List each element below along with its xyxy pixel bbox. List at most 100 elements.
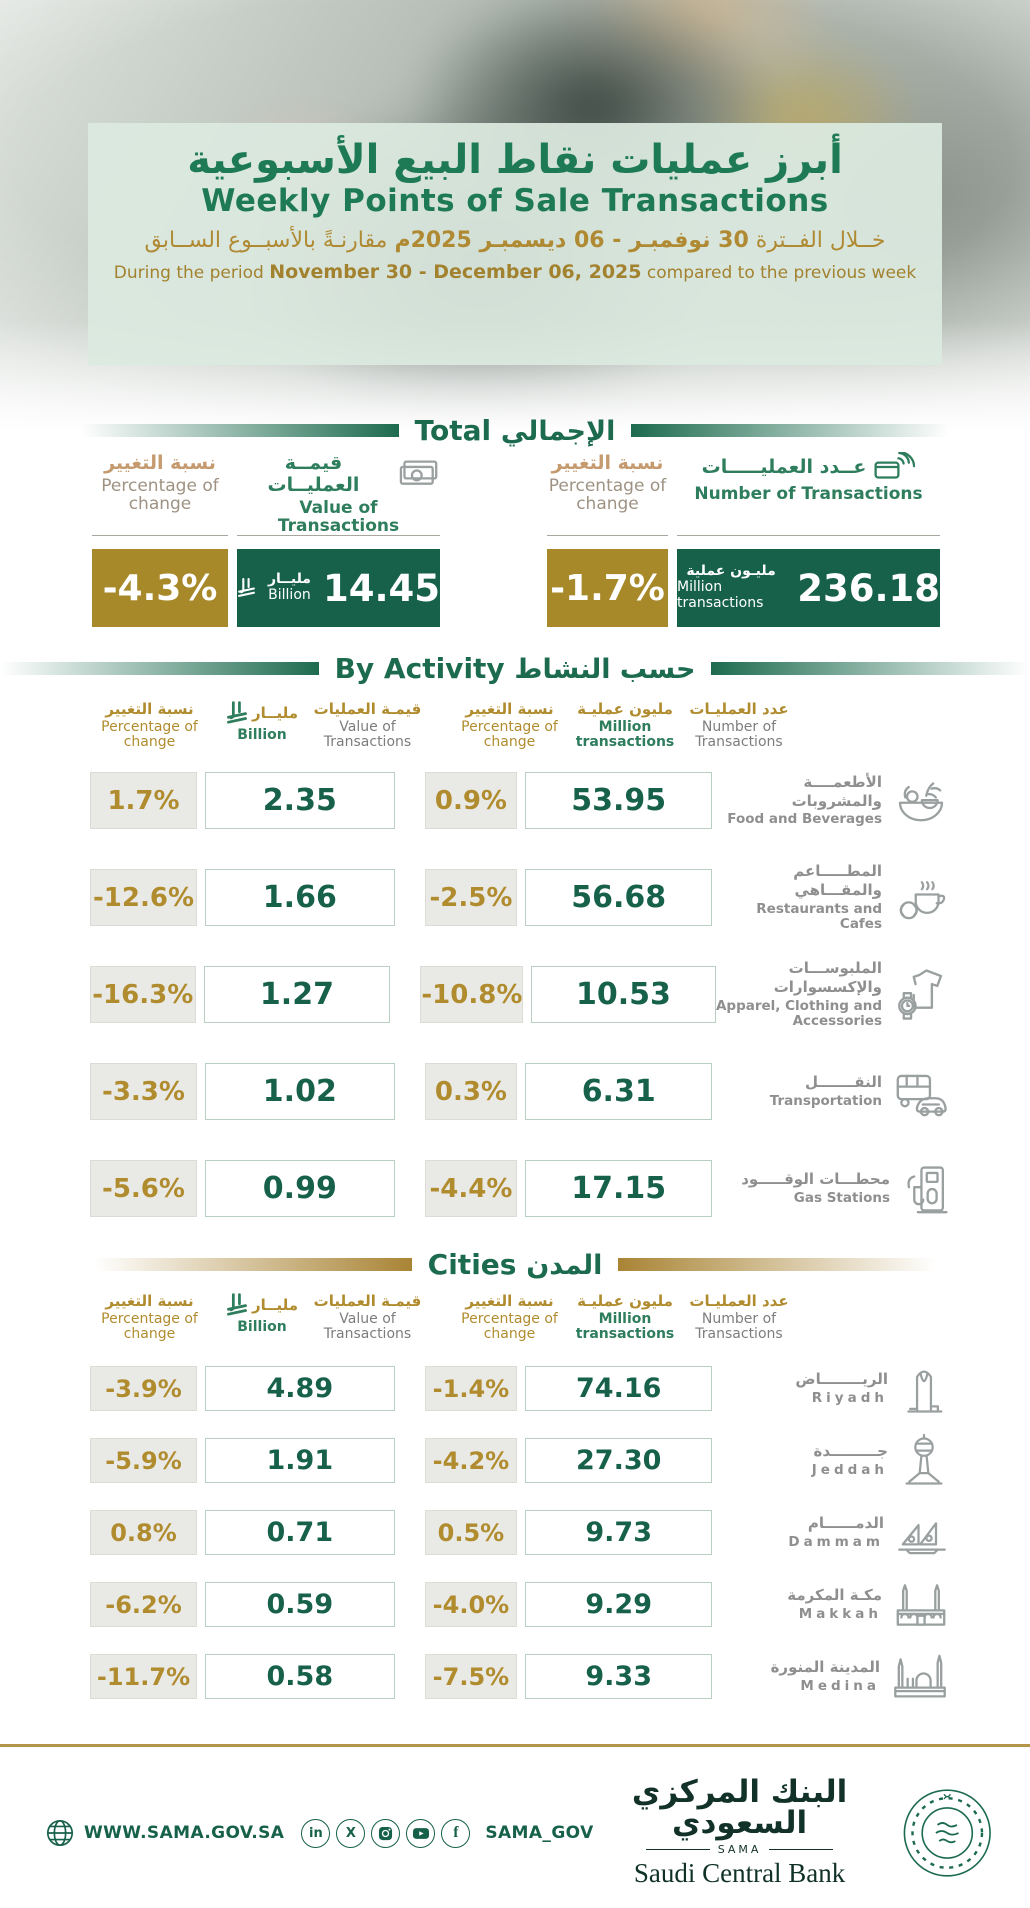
x-twitter-icon[interactable]: X [336, 1818, 366, 1848]
contactless-payment-icon [874, 452, 916, 479]
cities-section-header: Cities المدن [0, 1248, 1030, 1281]
period-en-dates: November 30 - December 06, 2025 [269, 261, 642, 283]
activity-rows: 1.7% 2.35 0.9% 53.95 الأطعمــــة والمشرو… [90, 772, 950, 1257]
total-value-label-en: Value of Transactions [277, 498, 400, 537]
total-section-title: Total الإجمالي [415, 414, 616, 447]
value-box: 1.27 [203, 966, 391, 1023]
city-label: جـــــــــدة Jeddah [712, 1432, 950, 1490]
million-label-ar: مليـون عملية [686, 563, 776, 580]
activity-section-header: By Activity حسب النشاط [0, 652, 1030, 685]
pct-change-count-box: -4.0% [424, 1582, 518, 1627]
value-box: 1.91 [205, 1438, 395, 1483]
cities-section-title: Cities المدن [428, 1248, 603, 1281]
total-value-label-ar: قيمــة العمليــات [267, 452, 360, 496]
total-section-header: Total الإجمالي [0, 414, 1030, 447]
period-ar-dates: 30 نوفمبـر - 06 ديسمبـر 2025م [394, 228, 749, 253]
activity-row-food: 1.7% 2.35 0.9% 53.95 الأطعمــــة والمشرو… [90, 772, 950, 829]
bus-car-icon [896, 1074, 947, 1116]
pct-change-value-box: -16.3% [90, 966, 196, 1023]
col-pct-change: نسبة التغيير Percentage of change [461, 700, 558, 751]
jeddah-water-tower-icon [905, 1433, 943, 1485]
section-bar-right [631, 424, 950, 437]
riyadh-kingdom-tower-icon [907, 1370, 943, 1413]
bank-abbr: SAMA [594, 1843, 886, 1856]
value-box: 0.58 [205, 1654, 395, 1699]
total-number-unit: مليـون عملية Million transactions [677, 564, 785, 611]
website-link[interactable]: WWW.SAMA.GOV.SA [84, 1823, 285, 1843]
city-row-medina: -11.7% 0.58 -7.5% 9.33 المدينة المنورة M… [90, 1654, 950, 1699]
hero-header: أبرز عمليات نقاط البيع الأسبوعية Weekly … [0, 0, 1030, 445]
period-ar-suffix: مقارنـةً بالأسبــوع الســابق [144, 228, 388, 253]
total-value-group: نسبة التغيير Percentage of change قيمــة… [92, 452, 440, 627]
youtube-icon[interactable] [406, 1818, 436, 1848]
saudi-riyal-icon [238, 577, 255, 597]
activity-row-transportation: -3.3% 1.02 0.3% 6.31 النقـــــــل Transp… [90, 1063, 950, 1120]
category-label: الأطعمــــة والمشروبات Food and Beverage… [712, 773, 950, 829]
total-value-pct-header: نسبة التغيير Percentage of change [92, 452, 228, 536]
bank-name-english: Saudi Central Bank [633, 1858, 846, 1888]
city-label: مكـة المكرمة Makkah [712, 1580, 950, 1630]
section-bar-left [93, 1258, 412, 1271]
sama-logo-text: البنك المركزي السعودي SAMA Saudi Central… [594, 1777, 886, 1889]
value-box: 1.02 [205, 1063, 395, 1120]
instagram-icon[interactable] [371, 1818, 401, 1848]
city-label: الدمــــــام Dammam [712, 1509, 950, 1557]
pct-change-value-box: -3.9% [90, 1366, 198, 1411]
medina-prophets-mosque-icon [894, 1654, 946, 1698]
activity-row-restaurants: -12.6% 1.66 -2.5% 56.68 المطـــــاعم وال… [90, 862, 950, 932]
period-arabic: خــلال الفــترة 30 نوفمبـر - 06 ديسمبـر … [88, 228, 942, 253]
makkah-grand-mosque-icon [896, 1583, 946, 1626]
pct-change-value-box: -5.6% [90, 1160, 198, 1217]
city-row-riyadh: -3.9% 4.89 -1.4% 74.16 الريــــــــاض Ri… [90, 1366, 950, 1413]
cities-title-ar: المدن [526, 1250, 603, 1281]
tshirt-watch-icon [898, 968, 943, 1020]
city-label: الريــــــــاض Riyadh [712, 1361, 950, 1417]
count-box: 17.15 [525, 1160, 713, 1217]
billion-label-en: Billion [268, 587, 311, 603]
period-ar-prefix: خــلال الفــترة [755, 228, 886, 253]
activity-title-en: By Activity [334, 652, 505, 685]
city-row-makkah: -6.2% 0.59 -4.0% 9.29 مكـة المكرمة Makka… [90, 1582, 950, 1627]
facebook-icon[interactable]: f [441, 1818, 471, 1848]
count-box: 9.29 [525, 1582, 713, 1627]
pct-change-count-box: -1.4% [424, 1366, 518, 1411]
total-value-pct: -4.3% [102, 567, 218, 609]
total-title-ar: الإجمالي [500, 416, 616, 447]
activity-title-ar: حسب النشاط [514, 654, 696, 685]
footer-links: WWW.SAMA.GOV.SA in X f SAMA_GOV [45, 1818, 594, 1848]
value-box: 1.66 [205, 869, 395, 926]
pct-change-value-box: 1.7% [90, 772, 198, 829]
dammam-sails-icon [898, 1521, 946, 1554]
col-million-transactions: مليون عمليـة Million transactions [575, 1292, 675, 1343]
social-handle[interactable]: SAMA_GOV [485, 1823, 594, 1843]
period-en-prefix: During the period [113, 263, 264, 283]
sama-emblem-icon [903, 1789, 991, 1877]
total-number-label-ar: عــدد العمليـــــات [701, 456, 867, 478]
linkedin-icon[interactable]: in [301, 1818, 331, 1848]
category-label: المطـــــاعم والمقـــاهي Restaurants and… [712, 862, 950, 933]
count-box: 9.73 [525, 1510, 713, 1555]
period-en-suffix: compared to the previous week [646, 263, 917, 283]
city-row-jeddah: -5.9% 1.91 -4.2% 27.30 جـــــــــدة Jedd… [90, 1433, 950, 1485]
total-value-box: مليــار Billion 14.45 [237, 549, 440, 627]
pct-change-count-box: 0.9% [424, 772, 518, 829]
total-number-pct: -1.7% [550, 567, 665, 609]
col-billion: مليــار Billion [217, 700, 307, 743]
saudi-riyal-icon [227, 1293, 247, 1316]
food-bowl-icon [898, 781, 944, 821]
pct-change-count-box: -10.8% [420, 966, 524, 1023]
count-box: 10.53 [531, 966, 716, 1023]
category-label: النقـــــــل Transportation [712, 1067, 950, 1117]
pct-change-value-box: -5.9% [90, 1438, 198, 1483]
category-label: محطـــات الوقـــــود Gas Stations [712, 1160, 950, 1218]
value-box: 0.71 [205, 1510, 395, 1555]
globe-icon [46, 1819, 74, 1847]
value-box: 0.99 [205, 1160, 395, 1217]
col-pct-change: نسبة التغيير Percentage of change [461, 1292, 558, 1343]
pct-change-value-box: -3.3% [90, 1063, 198, 1120]
total-value-pct-box: -4.3% [92, 549, 228, 627]
total-number-group: نسبة التغيير Percentage of change عــدد … [547, 452, 940, 627]
coffee-cup-icon [899, 880, 946, 919]
page-title-english: Weekly Points of Sale Transactions [201, 183, 829, 219]
